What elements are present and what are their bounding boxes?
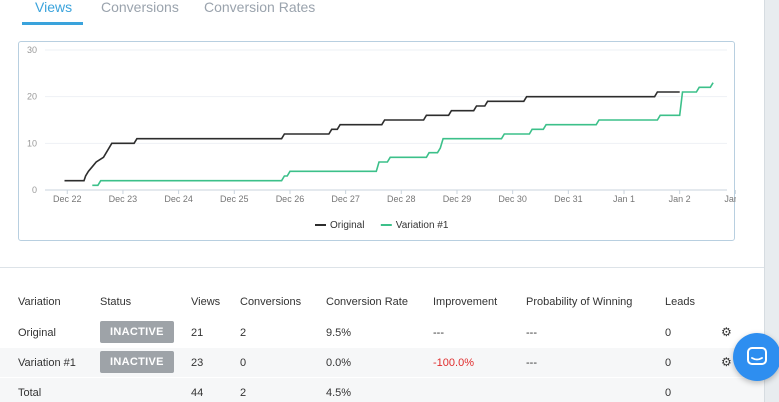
- tab-bar: Views Conversions Conversion Rates: [0, 0, 779, 30]
- chat-launcher-button[interactable]: [733, 333, 779, 381]
- rate-value: 4.5%: [326, 387, 352, 399]
- header-conversions: Conversions: [240, 296, 302, 308]
- header-variation: Variation: [18, 296, 61, 308]
- conversions-value: 2: [240, 327, 247, 339]
- variation-name: Original: [18, 327, 56, 339]
- conversions-value: 0: [240, 357, 247, 369]
- header-leads: Leads: [665, 296, 695, 308]
- x-tick-label: Jan 2: [669, 194, 691, 204]
- x-tick-label: Dec 24: [164, 194, 193, 204]
- rate-value: 0.0%: [326, 357, 352, 369]
- header-probability: Probability of Winning: [526, 296, 633, 308]
- x-tick-label: Dec 30: [498, 194, 527, 204]
- gear-icon[interactable]: ⚙: [721, 325, 732, 339]
- views-value: 44: [191, 387, 204, 399]
- series-line-2: [92, 82, 714, 187]
- header-status: Status: [100, 296, 132, 308]
- x-tick-label: Dec 26: [276, 194, 305, 204]
- chart-canvas: 0 10 20 30 Dec 22 Dec 23 Dec 24 Dec 25 Dec 26 Dec…: [27, 45, 736, 231]
- table-row-total: Total 44 2 4.5% 0: [0, 378, 764, 402]
- table-row: Variation #1 INACTIVE 23 0 0.0% -100.0% …: [0, 348, 764, 377]
- chat-bubble-icon: [747, 347, 767, 365]
- variation-name: Variation #1: [18, 357, 76, 369]
- header-conversion-rate: Conversion Rate: [326, 296, 408, 308]
- header-views: Views: [191, 296, 221, 308]
- x-tick-label: Dec 25: [220, 194, 249, 204]
- views-value: 23: [191, 357, 204, 369]
- status-badge[interactable]: INACTIVE: [100, 351, 174, 373]
- table-row: Original INACTIVE 21 2 9.5% --- --- 0 ⚙: [0, 318, 764, 347]
- x-tick-label: Dec 28: [387, 194, 416, 204]
- rate-value: 9.5%: [326, 327, 352, 339]
- x-tick-label: Jan 3: [724, 194, 736, 204]
- conversions-value: 2: [240, 387, 247, 399]
- header-improvement: Improvement: [433, 296, 498, 308]
- x-tick-label: Dec 22: [53, 194, 82, 204]
- y-tick-label: 20: [27, 92, 37, 102]
- legend-label: Original: [330, 220, 364, 231]
- x-tick-label: Dec 31: [554, 194, 583, 204]
- probability-value: ---: [526, 357, 537, 369]
- tab-conversion-rates[interactable]: Conversion Rates: [204, 0, 316, 15]
- x-tick-label: Dec 27: [331, 194, 360, 204]
- active-tab-indicator: [22, 22, 83, 25]
- leads-value: 0: [665, 327, 672, 339]
- gear-icon[interactable]: ⚙: [721, 355, 732, 369]
- x-tick-label: Jan 1: [613, 194, 635, 204]
- series-line-1: [64, 91, 680, 182]
- legend-label: Variation #1: [396, 220, 449, 231]
- y-tick-label: 30: [27, 45, 37, 55]
- improvement-value: -100.0%: [433, 357, 474, 369]
- tab-views[interactable]: Views: [35, 0, 73, 15]
- x-tick-label: Dec 29: [443, 194, 472, 204]
- status-badge[interactable]: INACTIVE: [100, 321, 174, 343]
- y-tick-label: 0: [32, 185, 37, 195]
- views-chart: 0 10 20 30 Dec 22 Dec 23 Dec 24 Dec 25 Dec 26 Dec…: [18, 41, 736, 241]
- section-divider: [0, 267, 779, 268]
- probability-value: ---: [526, 327, 537, 339]
- scrollbar-track[interactable]: [764, 0, 779, 402]
- x-tick-label: Dec 23: [109, 194, 138, 204]
- y-tick-label: 10: [27, 138, 37, 148]
- improvement-value: ---: [433, 327, 444, 339]
- leads-value: 0: [665, 387, 672, 399]
- leads-value: 0: [665, 357, 672, 369]
- views-value: 21: [191, 327, 204, 339]
- variation-name: Total: [18, 387, 42, 399]
- tab-conversions[interactable]: Conversions: [101, 0, 179, 15]
